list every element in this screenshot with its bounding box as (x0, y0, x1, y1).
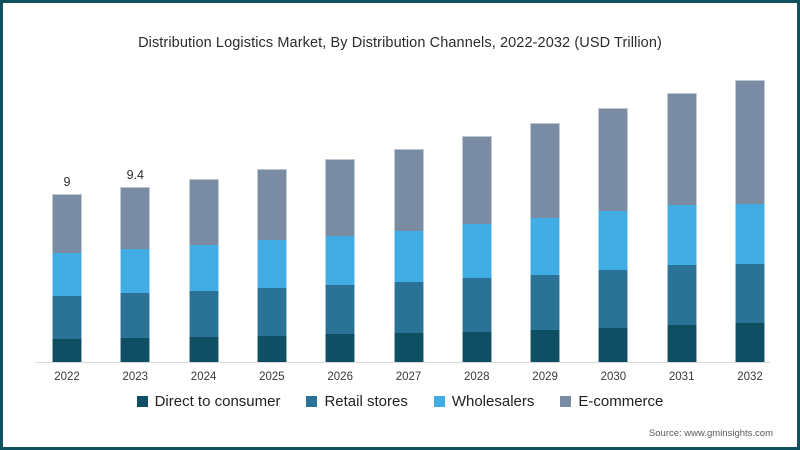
bar-segment-retail-stores-2026[interactable] (325, 285, 356, 335)
chart-title: Distribution Logistics Market, By Distri… (138, 35, 662, 51)
bar-value-label-2023: 9.4 (126, 167, 144, 182)
bar-column-2024[interactable] (188, 178, 219, 362)
bar-segment-direct-to-consumer-2025[interactable] (256, 335, 287, 362)
bar-segment-retail-stores-2025[interactable] (256, 288, 287, 336)
bar-segment-direct-to-consumer-2024[interactable] (188, 336, 219, 362)
chart-legend: Direct to consumer Retail stores Wholesale… (3, 393, 797, 410)
bar-segment-retail-stores-2030[interactable] (598, 269, 629, 328)
bar-segment-wholesalers-2029[interactable] (530, 218, 561, 275)
bar-column-2028[interactable] (461, 136, 492, 362)
bar-segment-retail-stores-2032[interactable] (735, 263, 765, 324)
x-tick-2029: 2029 (532, 371, 558, 383)
bar-segment-retail-stores-2028[interactable] (461, 278, 492, 332)
bar-segment-wholesalers-2023[interactable] (120, 249, 151, 294)
bar-segment-direct-to-consumer-2028[interactable] (461, 331, 492, 362)
bar-segment-retail-stores-2023[interactable] (120, 293, 151, 338)
x-axis-line (36, 362, 770, 363)
bar-segment-e-commerce-2026[interactable] (325, 159, 356, 236)
legend-label: E-commerce (578, 393, 664, 410)
legend-label: Direct to consumer (154, 393, 281, 410)
bar-column-2022[interactable]: 9 (52, 175, 82, 362)
bar-value-label-2022: 9 (63, 175, 71, 190)
bar-segment-e-commerce-2027[interactable] (393, 148, 424, 231)
bar-segment-wholesalers-2024[interactable] (188, 245, 219, 292)
bar-segment-e-commerce-2022[interactable] (52, 194, 82, 254)
bar-segment-e-commerce-2029[interactable] (530, 123, 561, 219)
x-tick-2027: 2027 (395, 371, 422, 383)
plot-area: 9 9.4 (31, 73, 775, 363)
bar-column-2031[interactable] (666, 92, 697, 362)
bar-segment-e-commerce-2025[interactable] (256, 169, 287, 241)
bar-segment-direct-to-consumer-2032[interactable] (735, 323, 765, 362)
legend-item-wholesalers[interactable]: Wholesalers (433, 393, 535, 410)
legend-item-e-commerce[interactable]: E-commerce (560, 393, 663, 410)
bar-segment-e-commerce-2031[interactable] (666, 92, 697, 205)
bar-segment-e-commerce-2032[interactable] (735, 79, 765, 205)
bar-segment-e-commerce-2023[interactable] (120, 186, 151, 250)
bar-column-2029[interactable] (530, 123, 561, 362)
bar-segment-direct-to-consumer-2031[interactable] (666, 325, 697, 362)
legend-swatch-icon (560, 396, 572, 407)
bar-segment-direct-to-consumer-2026[interactable] (325, 334, 356, 362)
bar-segment-direct-to-consumer-2029[interactable] (530, 329, 561, 362)
x-tick-2032: 2032 (737, 371, 763, 383)
x-axis-tick-labels: 2022 2023 2024 2025 2026 2027 2028 2029 2030 2031… (31, 363, 775, 383)
bar-segment-e-commerce-2024[interactable] (188, 178, 219, 246)
x-tick-2028: 2028 (464, 371, 490, 383)
legend-label: Wholesalers (451, 393, 535, 410)
x-tick-2023: 2023 (122, 371, 149, 383)
legend-label: Retail stores (324, 393, 408, 410)
bar-segment-wholesalers-2025[interactable] (256, 240, 287, 289)
bar-segment-e-commerce-2028[interactable] (461, 136, 492, 225)
bar-segment-direct-to-consumer-2027[interactable] (393, 333, 424, 362)
bar-segment-wholesalers-2027[interactable] (393, 230, 424, 283)
bar-segment-e-commerce-2030[interactable] (598, 108, 629, 212)
bar-segment-wholesalers-2030[interactable] (598, 211, 629, 270)
bar-column-2025[interactable] (256, 169, 287, 362)
legend-swatch-icon (433, 396, 445, 407)
bar-segment-retail-stores-2031[interactable] (666, 264, 697, 326)
bar-segment-retail-stores-2029[interactable] (530, 274, 561, 330)
x-tick-2024: 2024 (190, 371, 217, 383)
bar-segment-direct-to-consumer-2030[interactable] (598, 327, 629, 362)
x-tick-2030: 2030 (600, 371, 627, 383)
bar-column-2023[interactable]: 9.4 (120, 168, 151, 362)
bar-segment-wholesalers-2028[interactable] (461, 224, 492, 279)
bar-segment-direct-to-consumer-2022[interactable] (52, 338, 82, 362)
bar-column-2030[interactable] (598, 108, 629, 362)
bar-segment-direct-to-consumer-2023[interactable] (120, 337, 151, 362)
bar-segment-wholesalers-2031[interactable] (666, 204, 697, 265)
bar-segment-wholesalers-2032[interactable] (735, 204, 765, 264)
bar-segment-wholesalers-2022[interactable] (52, 253, 82, 296)
bar-column-2026[interactable] (325, 159, 356, 362)
legend-item-direct-to-consumer[interactable]: Direct to consumer (136, 393, 281, 410)
x-tick-2026: 2026 (327, 371, 353, 383)
bar-column-2032[interactable] (735, 79, 765, 362)
legend-item-retail-stores[interactable]: Retail stores (306, 393, 408, 410)
bar-segment-retail-stores-2022[interactable] (52, 295, 82, 339)
bar-column-2027[interactable] (393, 148, 424, 362)
x-tick-2025: 2025 (259, 371, 285, 383)
legend-swatch-icon (306, 396, 318, 407)
x-tick-2031: 2031 (668, 371, 695, 383)
bar-segment-retail-stores-2024[interactable] (188, 291, 219, 337)
bar-segment-wholesalers-2026[interactable] (325, 235, 356, 286)
bar-segment-retail-stores-2027[interactable] (393, 282, 424, 334)
x-tick-2022: 2022 (54, 371, 80, 383)
source-attribution: Source: www.gminsights.com (648, 428, 773, 439)
legend-swatch-icon (136, 396, 148, 407)
